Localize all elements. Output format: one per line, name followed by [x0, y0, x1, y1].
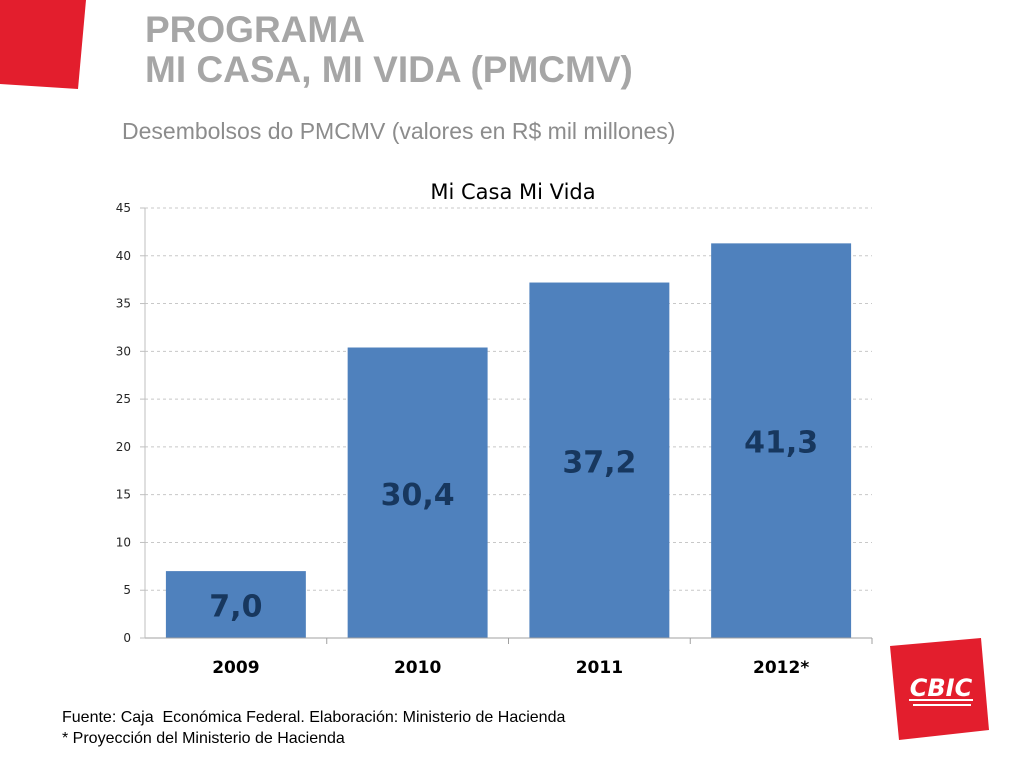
footer-notes: Fuente: Caja Económica Federal. Elaborac…	[62, 707, 565, 749]
y-tick-label-20: 20	[116, 440, 131, 454]
footer-note: * Proyección del Ministerio de Hacienda	[62, 730, 345, 747]
x-tick-label-2011: 2011	[576, 658, 623, 678]
bar-2009	[165, 571, 306, 638]
y-tick-label-15: 15	[116, 488, 131, 502]
y-axis-ticks: 0 5 10 15 20 25 30 35 40 45	[116, 201, 145, 645]
footer-source: Fuente: Caja Económica Federal. Elaborac…	[62, 709, 566, 726]
y-tick-label-35: 35	[116, 297, 131, 311]
x-tick-label-2010: 2010	[394, 658, 441, 678]
page-subtitle: Desembolsos do PMCMV (valores en R$ mil …	[122, 118, 676, 144]
data-label-2010: 30,4	[381, 478, 455, 513]
red-corner-shape	[0, 0, 86, 89]
bar-2012*	[711, 243, 852, 638]
bar-2010	[347, 347, 488, 638]
title-line-2: MI CASA, MI VIDA (PMCMV)	[145, 49, 633, 90]
data-label-2009: 7,0	[209, 590, 262, 625]
bar-2011	[529, 282, 670, 638]
cbic-logo-text: CBIC	[910, 674, 973, 702]
y-tick-label-5: 5	[123, 583, 131, 597]
data-label-2012*: 41,3	[744, 426, 818, 461]
chart-title: Mi Casa Mi Vida	[430, 180, 595, 204]
y-tick-label-40: 40	[116, 249, 131, 263]
y-tick-label-30: 30	[116, 344, 131, 358]
x-tick-label-2012*: 2012*	[753, 658, 809, 678]
x-tick-label-2009: 2009	[212, 658, 259, 678]
x-axis-ticks: 2009 2010 2011 2012*	[212, 638, 873, 678]
data-label-2011: 37,2	[562, 445, 636, 480]
cbic-logo: CBIC	[890, 638, 989, 740]
bar-chart: Mi Casa Mi Vida 0 5 10 15 20 25 30 35 40 45 7,0 30…	[116, 180, 873, 678]
y-tick-label-25: 25	[116, 392, 131, 406]
title-line-1: PROGRAMA	[145, 9, 365, 50]
page-title: PROGRAMA MI CASA, MI VIDA (PMCMV)	[145, 10, 633, 90]
y-tick-label-45: 45	[116, 201, 131, 215]
y-tick-label-0: 0	[123, 631, 131, 645]
bars: 7,0 30,4 37,2 41,3	[165, 243, 852, 638]
y-tick-label-10: 10	[116, 535, 131, 549]
